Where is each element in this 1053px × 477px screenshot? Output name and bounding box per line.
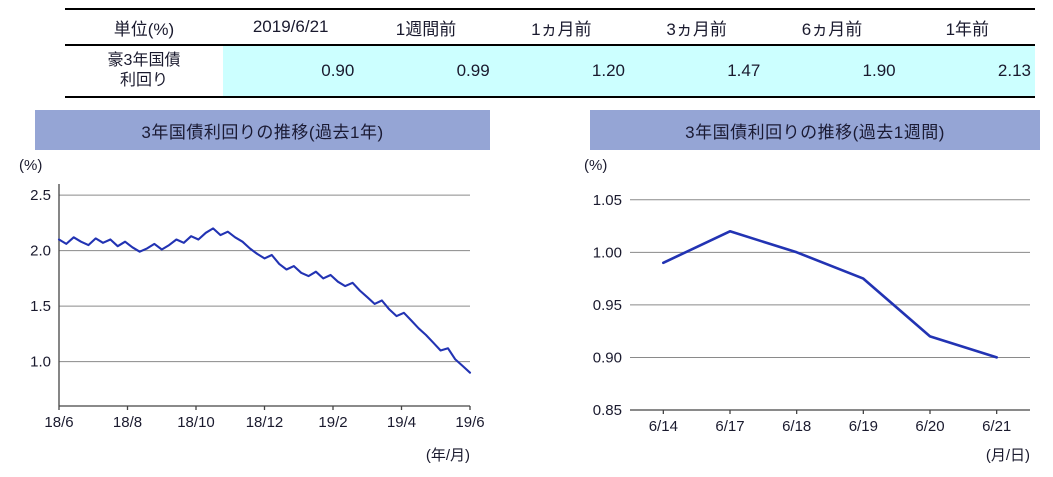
weekly-chart-plot: (%) 0.85 0.90 0.95 1.00 1.05 6/14 6/17 6/18 6/19 6… <box>584 157 1030 464</box>
yearly-chart-title: 3年国債利回りの推移(過去1年) <box>35 110 490 150</box>
row-label: 豪3年国債 利回り <box>65 45 223 97</box>
table-unit-header: 単位(%) <box>65 9 223 46</box>
table-col-header-3m: 3ヵ月前 <box>628 9 765 46</box>
svg-text:1.0: 1.0 <box>30 354 51 371</box>
svg-text:18/8: 18/8 <box>113 414 142 431</box>
svg-text:0.90: 0.90 <box>593 349 622 366</box>
table-header-row: 単位(%) 2019/6/21 1週間前 1ヵ月前 3ヵ月前 6ヵ月前 1年前 <box>65 9 1035 46</box>
svg-text:18/10: 18/10 <box>177 414 215 431</box>
charts-row: 3年国債利回りの推移(過去1年) (%) 1.0 1.5 2.0 2.5 18/6 18/8… <box>0 110 1053 468</box>
weekly-yield-chart: 3年国債利回りの推移(過去1週間) (%) 0.85 0.90 0.95 1.00 1.0… <box>584 110 1040 468</box>
svg-text:6/18: 6/18 <box>782 418 811 435</box>
svg-text:1.00: 1.00 <box>593 244 622 261</box>
table-row: 豪3年国債 利回り 0.90 0.99 1.20 1.47 1.90 2.13 <box>65 45 1035 97</box>
table-col-header-1y: 1年前 <box>899 9 1035 46</box>
svg-text:(%): (%) <box>584 157 607 174</box>
table-cell-1m: 1.20 <box>493 45 629 97</box>
yield-summary-table-wrap: 単位(%) 2019/6/21 1週間前 1ヵ月前 3ヵ月前 6ヵ月前 1年前 … <box>65 8 1035 98</box>
svg-text:2.5: 2.5 <box>30 187 51 204</box>
svg-text:19/4: 19/4 <box>387 414 416 431</box>
svg-text:(月/日): (月/日) <box>986 447 1030 464</box>
svg-text:19/6: 19/6 <box>455 414 484 431</box>
svg-text:6/17: 6/17 <box>715 418 744 435</box>
table-cell-1y: 2.13 <box>899 45 1035 97</box>
table-col-header-date: 2019/6/21 <box>223 9 359 46</box>
svg-text:18/12: 18/12 <box>246 414 284 431</box>
svg-text:6/14: 6/14 <box>649 418 678 435</box>
svg-text:1.05: 1.05 <box>593 192 622 209</box>
svg-text:6/19: 6/19 <box>849 418 878 435</box>
svg-text:0.95: 0.95 <box>593 297 622 314</box>
svg-text:2.0: 2.0 <box>30 243 51 260</box>
svg-text:6/21: 6/21 <box>982 418 1011 435</box>
svg-text:19/2: 19/2 <box>318 414 347 431</box>
table-cell-1w: 0.99 <box>358 45 494 97</box>
weekly-chart-title: 3年国債利回りの推移(過去1週間) <box>590 110 1040 150</box>
table-col-header-6m: 6ヵ月前 <box>764 9 900 46</box>
table-cell-latest: 0.90 <box>223 45 359 97</box>
yearly-chart-plot: (%) 1.0 1.5 2.0 2.5 18/6 18/8 18/10 18/12 19/2 19/… <box>19 157 485 464</box>
svg-text:6/20: 6/20 <box>915 418 944 435</box>
table-col-header-1w: 1週間前 <box>358 9 494 46</box>
svg-text:0.85: 0.85 <box>593 402 622 419</box>
svg-text:18/6: 18/6 <box>44 414 73 431</box>
svg-text:(年/月): (年/月) <box>426 447 470 464</box>
table-cell-3m: 1.47 <box>628 45 765 97</box>
yield-summary-table: 単位(%) 2019/6/21 1週間前 1ヵ月前 3ヵ月前 6ヵ月前 1年前 … <box>65 8 1035 98</box>
table-col-header-1m: 1ヵ月前 <box>493 9 629 46</box>
yearly-yield-chart: 3年国債利回りの推移(過去1年) (%) 1.0 1.5 2.0 2.5 18/6 18/8… <box>19 110 490 468</box>
svg-text:1.5: 1.5 <box>30 298 51 315</box>
svg-text:(%): (%) <box>19 157 42 174</box>
table-cell-6m: 1.90 <box>764 45 900 97</box>
